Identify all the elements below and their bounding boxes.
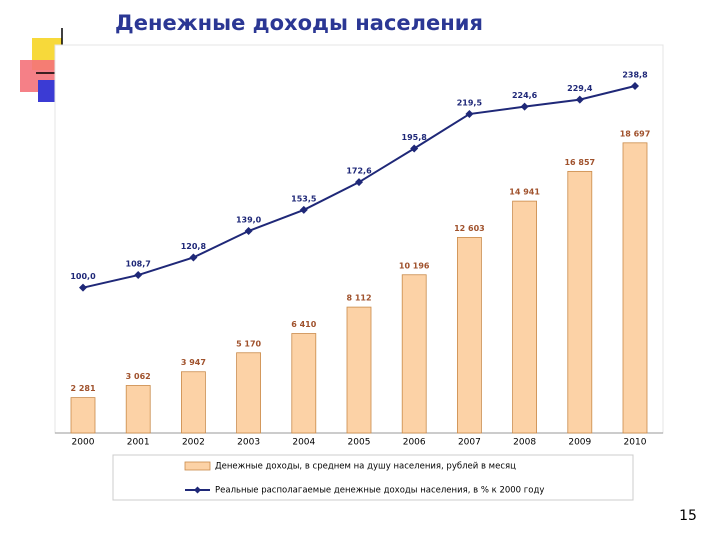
line-marker bbox=[355, 178, 363, 187]
x-tick-label: 2003 bbox=[237, 438, 260, 448]
bar-value-label: 3 062 bbox=[126, 372, 151, 381]
line-marker bbox=[520, 102, 529, 111]
bar bbox=[346, 306, 372, 434]
bar-value-label: 12 603 bbox=[454, 224, 485, 233]
line-marker bbox=[189, 253, 198, 262]
bar-value-label: 8 112 bbox=[346, 294, 371, 303]
line-marker bbox=[410, 144, 419, 153]
line-marker bbox=[79, 283, 87, 292]
line-value-label: 238,8 bbox=[622, 70, 648, 79]
bar-value-label: 3 947 bbox=[181, 358, 206, 367]
line-value-label: 219,5 bbox=[457, 99, 483, 108]
line-value-label: 224,6 bbox=[512, 91, 538, 100]
bar-value-label: 6 410 bbox=[291, 320, 316, 329]
line-value-label: 195,8 bbox=[402, 133, 428, 142]
line-marker bbox=[575, 95, 584, 104]
x-tick-label: 2002 bbox=[182, 438, 205, 448]
x-tick-label: 2009 bbox=[568, 438, 591, 448]
x-tick-label: 2000 bbox=[72, 438, 95, 448]
bar bbox=[567, 170, 593, 434]
legend-label: Денежные доходы, в среднем на душу насел… bbox=[215, 462, 516, 472]
line-marker bbox=[299, 205, 308, 214]
bar bbox=[622, 142, 648, 434]
bar bbox=[456, 237, 482, 434]
x-tick-label: 2005 bbox=[348, 438, 371, 448]
bar bbox=[401, 274, 427, 434]
x-tick-label: 2008 bbox=[513, 438, 536, 448]
page-number: 15 bbox=[679, 508, 697, 524]
x-tick-label: 2006 bbox=[403, 438, 426, 448]
line-value-label: 153,5 bbox=[291, 194, 317, 203]
line-marker bbox=[631, 81, 639, 90]
slide-title: Денежные доходы населения bbox=[115, 11, 483, 35]
line-value-label: 172,6 bbox=[346, 167, 372, 176]
bar-value-label: 18 697 bbox=[620, 129, 651, 138]
line-marker bbox=[465, 110, 474, 119]
line-marker bbox=[134, 271, 143, 280]
line-marker bbox=[244, 227, 253, 236]
bar bbox=[512, 200, 537, 434]
bar bbox=[236, 352, 262, 434]
line-value-label: 229,4 bbox=[567, 84, 593, 93]
legend-marker bbox=[194, 486, 201, 494]
x-tick-label: 2004 bbox=[292, 438, 315, 448]
bar bbox=[70, 397, 96, 434]
bar bbox=[125, 385, 151, 434]
bar-value-label: 16 857 bbox=[564, 158, 595, 167]
bar-value-label: 5 170 bbox=[236, 339, 261, 348]
line-value-label: 108,7 bbox=[126, 260, 151, 269]
bar bbox=[291, 333, 317, 434]
x-tick-label: 2007 bbox=[458, 438, 481, 448]
line-value-label: 120,8 bbox=[181, 242, 207, 251]
bar bbox=[180, 371, 206, 434]
legend-swatch bbox=[184, 461, 211, 471]
line-value-label: 139,0 bbox=[236, 216, 262, 225]
x-tick-label: 2010 bbox=[624, 438, 647, 448]
bar-value-label: 2 281 bbox=[70, 384, 95, 393]
legend-label: Реальные располагаемые денежные доходы н… bbox=[215, 486, 544, 496]
bar-value-label: 14 941 bbox=[509, 188, 540, 197]
line-value-label: 100,0 bbox=[70, 272, 96, 281]
x-tick-label: 2001 bbox=[127, 438, 150, 448]
bar-value-label: 10 196 bbox=[399, 261, 430, 270]
